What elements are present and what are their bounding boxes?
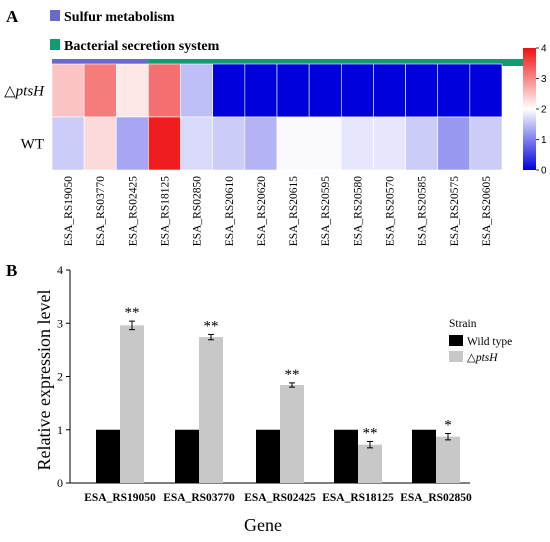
bar-wild-type	[96, 429, 120, 483]
x-axis-title: Gene	[244, 515, 282, 535]
pathway-group-bar	[52, 59, 535, 66]
heatmap-cell	[148, 63, 181, 118]
pathway-group-segment	[52, 59, 149, 66]
significance-marker: **	[285, 367, 300, 383]
significance-marker: **	[363, 425, 378, 441]
heatmap-column-label: ESA_RS19050	[63, 176, 75, 247]
heatmap-cell	[51, 63, 85, 118]
heatmap-cell	[276, 63, 310, 118]
x-tick-label: ESA_RS02850	[400, 492, 472, 504]
bar-ptsh	[199, 337, 223, 483]
legend-swatch	[449, 335, 463, 346]
pathway-legend: Sulfur metabolism Bacterial secretion sys…	[50, 10, 220, 54]
significance-marker: *	[444, 417, 452, 433]
heatmap-column-label: ESA_RS20575	[449, 176, 461, 247]
legend-title: Strain	[449, 318, 477, 330]
bar-wild-type	[256, 429, 280, 483]
heatmap	[51, 63, 503, 171]
heatmap-column-label: ESA_RS20605	[481, 176, 493, 247]
heatmap-cell	[276, 116, 310, 171]
colorbar-gradient	[523, 48, 536, 170]
heatmap-column-label: ESA_RS03770	[95, 176, 107, 247]
heatmap-cell	[308, 116, 342, 171]
strain-legend: Strain Wild type △ptsH	[449, 318, 512, 364]
heatmap-cell	[340, 63, 374, 118]
heatmap-cell	[469, 63, 503, 118]
y-tick-label: 1	[57, 423, 63, 437]
significance-marker: **	[204, 318, 219, 334]
pathway-group-segment	[148, 59, 535, 66]
heatmap-column-label: ESA_RS20615	[288, 176, 300, 247]
colorbar-tick-label: 3	[541, 74, 547, 85]
heatmap-cell	[405, 116, 439, 171]
heatmap-column-label: ESA_RS20580	[352, 176, 364, 247]
colorbar-tick-label: 0	[541, 166, 547, 177]
heatmap-row-labels: △ptsH WT	[4, 84, 45, 153]
heatmap-cell	[51, 116, 85, 171]
heatmap-row-label: WT	[21, 137, 44, 153]
heatmap-cell	[212, 63, 246, 118]
heatmap-column-label: ESA_RS20570	[385, 176, 397, 247]
bar-ptsh	[358, 444, 382, 483]
pathway-legend-swatch	[50, 39, 60, 50]
heatmap-cell	[244, 116, 278, 171]
heatmap-cell	[83, 116, 117, 171]
heatmap-column-label: ESA_RS02850	[192, 176, 204, 247]
bar-wild-type	[412, 429, 436, 483]
heatmap-column-label: ESA_RS20620	[256, 176, 268, 247]
heatmap-cell	[180, 116, 214, 171]
x-tick-label: ESA_RS18125	[322, 492, 394, 504]
y-tick-label: 2	[57, 370, 63, 384]
heatmap-cell	[405, 63, 439, 118]
heatmap-cell	[308, 63, 342, 118]
heatmap-cell	[469, 116, 503, 171]
y-tick-label: 3	[57, 316, 63, 330]
bar-ptsh	[120, 325, 144, 483]
heatmap-colorbar: 0 1 2 3 4	[523, 44, 547, 177]
legend-label: △ptsH	[467, 352, 498, 364]
panel-a-letter: A	[6, 7, 19, 26]
heatmap-column-label: ESA_RS20585	[417, 176, 429, 247]
legend-label: Wild type	[467, 336, 512, 348]
heatmap-cell	[83, 63, 117, 118]
heatmap-cell	[115, 116, 149, 171]
heatmap-column-labels: ESA_RS19050 ESA_RS03770 ESA_RS02425 ESA_RS1…	[63, 176, 493, 247]
bar-chart: 0 1 2 3 4 ** ESA_RS19050 ** ESA_RS03770 ** ESA_RS0…	[57, 263, 472, 504]
bar-wild-type	[334, 429, 358, 483]
heatmap-cell	[437, 63, 471, 118]
heatmap-column-label: ESA_RS18125	[160, 176, 172, 247]
heatmap-column-label: ESA_RS20595	[320, 176, 332, 247]
heatmap-cell	[437, 116, 471, 171]
pathway-legend-label: Sulfur metabolism	[64, 10, 175, 25]
y-tick-label: 0	[57, 476, 63, 490]
heatmap-cell	[244, 63, 278, 118]
colorbar-tick-label: 2	[541, 105, 547, 116]
heatmap-cell	[180, 63, 214, 118]
x-tick-label: ESA_RS03770	[163, 492, 235, 504]
colorbar-tick-label: 4	[541, 44, 547, 55]
heatmap-row-label: △ptsH	[4, 84, 45, 100]
bar-ptsh	[436, 436, 460, 483]
heatmap-cell	[115, 63, 149, 118]
x-tick-label: ESA_RS02425	[244, 492, 316, 504]
significance-marker: **	[125, 305, 140, 321]
heatmap-cell	[373, 63, 406, 118]
heatmap-cell	[373, 116, 406, 171]
bar-wild-type	[175, 429, 199, 483]
heatmap-column-label: ESA_RS02425	[127, 176, 139, 247]
pathway-legend-swatch	[50, 10, 60, 21]
pathway-legend-label: Bacterial secretion system	[64, 39, 220, 54]
x-tick-label: ESA_RS19050	[84, 492, 156, 504]
colorbar-tick-label: 1	[541, 135, 547, 146]
bar-ptsh	[280, 385, 304, 483]
heatmap-cell	[148, 116, 181, 171]
heatmap-column-label: ESA_RS20610	[224, 176, 236, 247]
heatmap-cell	[340, 116, 374, 171]
y-tick-label: 4	[57, 263, 63, 277]
y-axis-title: Relative expression level	[34, 290, 54, 471]
panel-b-letter: B	[6, 261, 17, 280]
legend-swatch	[449, 351, 463, 362]
heatmap-cell	[212, 116, 246, 171]
